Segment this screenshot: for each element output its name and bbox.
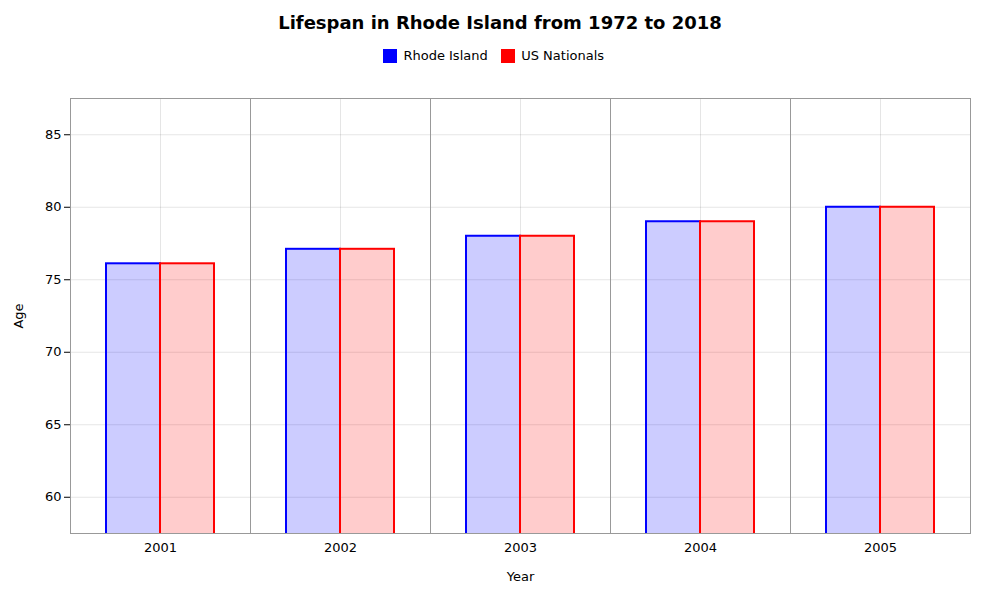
svg-text:2004: 2004 <box>684 539 717 554</box>
svg-text:2001: 2001 <box>144 539 177 554</box>
svg-text:85: 85 <box>45 126 62 141</box>
svg-text:Year: Year <box>506 568 535 583</box>
svg-text:60: 60 <box>45 489 62 504</box>
svg-text:80: 80 <box>45 199 62 214</box>
svg-text:2005: 2005 <box>864 539 897 554</box>
svg-text:2003: 2003 <box>504 539 537 554</box>
svg-text:70: 70 <box>45 344 62 359</box>
html-text:Lifespan in Rhode Island from: Lifespan in Rhode Island from 1972 to 20… <box>278 12 722 33</box>
svg-text:75: 75 <box>45 271 62 286</box>
svg-text:2002: 2002 <box>324 539 357 554</box>
html-text:Rhode Island: Rhode Island <box>403 48 488 63</box>
svg-text:65: 65 <box>45 416 62 431</box>
svg-text:Age: Age <box>11 303 26 328</box>
html-text:US Nationals: US Nationals <box>521 48 605 63</box>
